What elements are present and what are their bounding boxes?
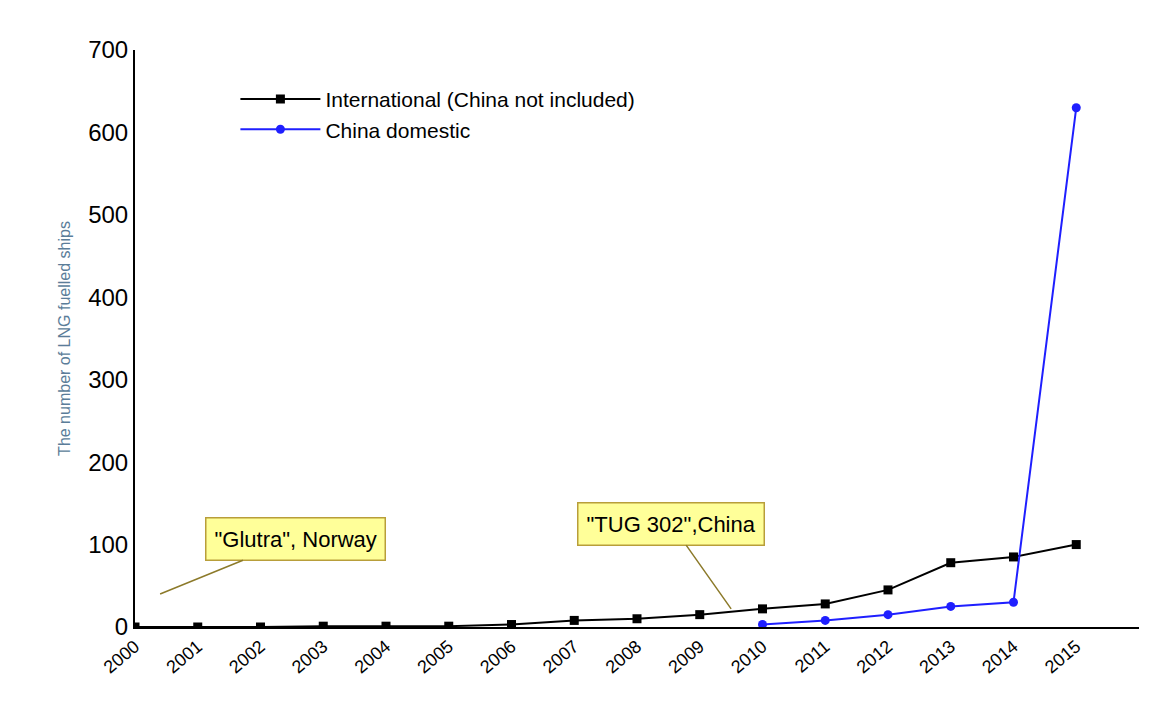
svg-text:China domestic: China domestic bbox=[325, 118, 470, 141]
svg-text:2006: 2006 bbox=[476, 636, 520, 677]
svg-text:The number of LNG fuelled ship: The number of LNG fuelled ships bbox=[56, 221, 73, 456]
svg-text:2002: 2002 bbox=[225, 636, 269, 677]
svg-text:2012: 2012 bbox=[853, 636, 897, 677]
svg-text:2003: 2003 bbox=[288, 636, 332, 677]
svg-text:700: 700 bbox=[88, 36, 128, 63]
svg-text:2015: 2015 bbox=[1041, 636, 1085, 677]
svg-text:0: 0 bbox=[115, 613, 128, 640]
svg-text:2001: 2001 bbox=[163, 636, 207, 677]
svg-text:2000: 2000 bbox=[100, 636, 144, 677]
svg-text:2014: 2014 bbox=[978, 636, 1022, 677]
svg-text:100: 100 bbox=[88, 531, 128, 558]
svg-text:600: 600 bbox=[88, 119, 128, 146]
svg-text:500: 500 bbox=[88, 201, 128, 228]
svg-text:2013: 2013 bbox=[916, 636, 960, 677]
svg-text:"TUG 302",China: "TUG 302",China bbox=[587, 512, 756, 537]
svg-text:2007: 2007 bbox=[539, 636, 583, 677]
svg-text:200: 200 bbox=[88, 449, 128, 476]
svg-text:2009: 2009 bbox=[665, 636, 709, 677]
svg-text:"Glutra", Norway: "Glutra", Norway bbox=[215, 527, 377, 552]
svg-text:300: 300 bbox=[88, 366, 128, 393]
svg-text:2011: 2011 bbox=[791, 636, 834, 676]
svg-text:400: 400 bbox=[88, 284, 128, 311]
svg-text:2008: 2008 bbox=[602, 636, 646, 677]
svg-text:2004: 2004 bbox=[351, 636, 395, 677]
svg-text:2005: 2005 bbox=[414, 636, 458, 677]
svg-text:International (China not inclu: International (China not included) bbox=[325, 88, 634, 111]
svg-text:2010: 2010 bbox=[727, 636, 771, 677]
